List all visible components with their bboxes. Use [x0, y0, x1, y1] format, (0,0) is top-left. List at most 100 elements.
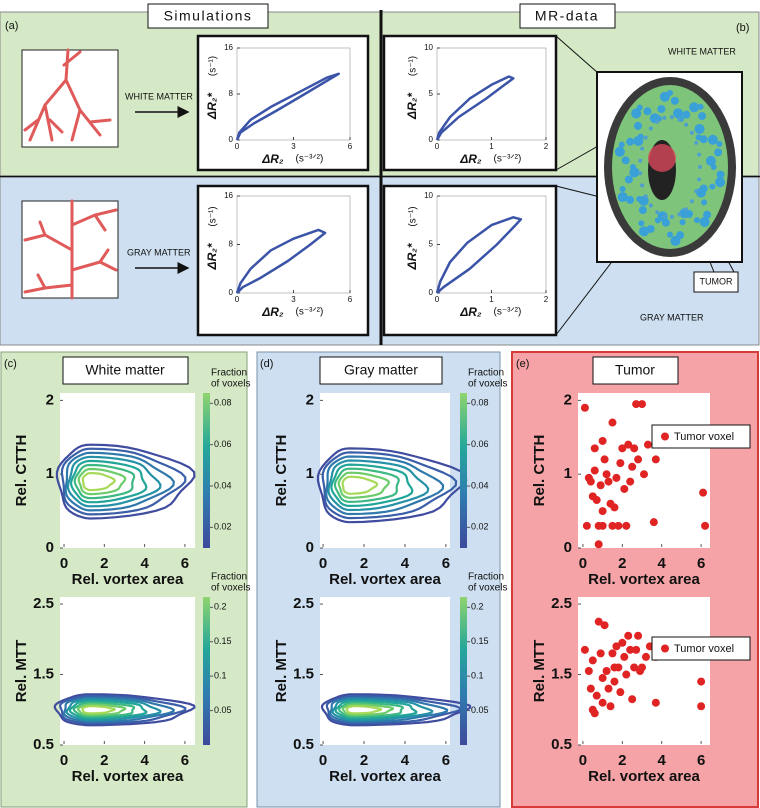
y-axis-unit: (s⁻¹)	[208, 56, 219, 76]
scatter-point	[582, 521, 591, 530]
contour-line	[316, 447, 468, 524]
legend-box	[651, 636, 751, 661]
x-axis-unit: (s⁻³ᐟ²)	[296, 154, 324, 165]
contour-line	[327, 459, 430, 512]
x-tick-label: 6	[348, 142, 353, 151]
legend-marker	[661, 644, 669, 653]
legend-marker	[661, 432, 669, 441]
x-axis-unit: (s⁻³ᐟ²)	[296, 307, 324, 318]
contour-line	[55, 443, 196, 520]
brain-speckle	[638, 220, 645, 227]
x-axis-label: Rel. vortex area	[72, 768, 184, 785]
brain-speckle	[677, 212, 682, 217]
contour-line	[76, 703, 127, 717]
colorbar-tick-label: 0.08	[471, 398, 489, 408]
contour-line	[60, 447, 187, 516]
brain-speckle	[709, 183, 716, 190]
scatter-point	[600, 455, 609, 464]
y-axis-label: ΔR₂*	[205, 242, 219, 270]
brain-speckle	[638, 171, 643, 176]
label: WHITE MATTER	[668, 46, 736, 56]
y-axis-label: Rel. CTTH	[13, 435, 30, 507]
y-tick-label: 2	[306, 391, 314, 408]
scatter-point	[632, 645, 641, 654]
x-tick-label: 6	[697, 752, 705, 769]
scatter-point	[598, 436, 607, 445]
x-tick-label: 3	[291, 295, 296, 304]
label: GRAY MATTER	[127, 247, 191, 257]
panel-title: Gray matter	[344, 362, 418, 378]
x-tick-label: 2	[544, 295, 549, 304]
colorbar-label: Fraction	[468, 572, 504, 583]
brain-speckle	[697, 177, 702, 182]
colorbar-tick-label: 0.06	[471, 439, 489, 449]
x-tick-label: 6	[181, 752, 189, 769]
brain-speckle	[684, 122, 689, 127]
y-axis-unit: (s⁻¹)	[408, 56, 419, 76]
scatter-point	[616, 459, 625, 468]
x-tick-label: 4	[658, 555, 667, 572]
scatter-point	[630, 663, 639, 672]
brain-speckle	[662, 214, 667, 219]
brain-speckle	[716, 170, 725, 179]
brain-speckle	[682, 110, 691, 119]
colorbar	[460, 597, 467, 745]
y-tick-label: 2	[564, 391, 572, 408]
y-tick-label: 0	[429, 135, 434, 144]
scatter-point	[620, 652, 629, 661]
axes-bg	[320, 393, 450, 548]
contour-line	[68, 700, 148, 720]
scatter-point	[697, 702, 706, 711]
brain-speckle	[631, 108, 642, 119]
contour-line	[321, 451, 458, 520]
brain-speckle	[636, 195, 643, 202]
scatter-point	[586, 477, 595, 486]
plot-frame	[382, 34, 558, 172]
colorbar-tick-label: 0.2	[214, 602, 227, 612]
contour-line	[325, 694, 462, 725]
x-axis-label: Rel. vortex area	[72, 571, 184, 588]
title-box	[62, 356, 189, 385]
scatter-point	[598, 507, 607, 516]
scatter-point	[604, 684, 613, 693]
scatter-point	[624, 440, 633, 449]
brain-speckle	[694, 189, 699, 194]
scatter-point	[584, 667, 593, 675]
y-tick-label: 1.5	[33, 665, 54, 682]
x-axis-unit: (s⁻³ᐟ²)	[494, 154, 522, 165]
vessel-image	[21, 49, 119, 148]
x-tick-label: 2	[360, 555, 368, 572]
scatter-point	[592, 691, 601, 700]
brain-speckle	[624, 175, 633, 184]
brain-speckle	[689, 130, 694, 135]
scatter-point	[598, 521, 607, 530]
panel-letter: (c)	[4, 358, 17, 370]
brain-speckle	[637, 133, 644, 140]
scatter-point	[590, 466, 599, 475]
brain-speckle	[614, 146, 625, 157]
y-tick-label: 0.5	[551, 736, 572, 753]
x-axis-label: Rel. vortex area	[329, 571, 441, 588]
y-tick-label: 0	[229, 288, 234, 297]
brain-speckle	[689, 102, 700, 113]
brain-speckle	[626, 195, 635, 204]
y-tick-label: 2.5	[551, 595, 572, 612]
y-tick-label: 0	[429, 288, 434, 297]
x-tick-label: 4	[401, 752, 410, 769]
colorbar-label: of voxels	[211, 583, 250, 594]
scatter-point	[641, 652, 650, 661]
panel-letter: (d)	[260, 358, 273, 370]
brain-speckle	[673, 108, 684, 119]
contour-line	[53, 693, 196, 727]
colorbar-tick-label: 0.02	[471, 522, 489, 532]
scatter-point	[699, 488, 708, 497]
brain-speckle	[626, 137, 635, 146]
x-tick-label: 0	[579, 555, 587, 572]
brain-speckle	[684, 207, 689, 212]
y-tick-label: 1.5	[551, 665, 572, 682]
scatter-point	[651, 455, 660, 464]
brain-speckle	[670, 96, 679, 105]
brain-speckle	[634, 121, 643, 130]
scatter-point	[590, 444, 599, 453]
